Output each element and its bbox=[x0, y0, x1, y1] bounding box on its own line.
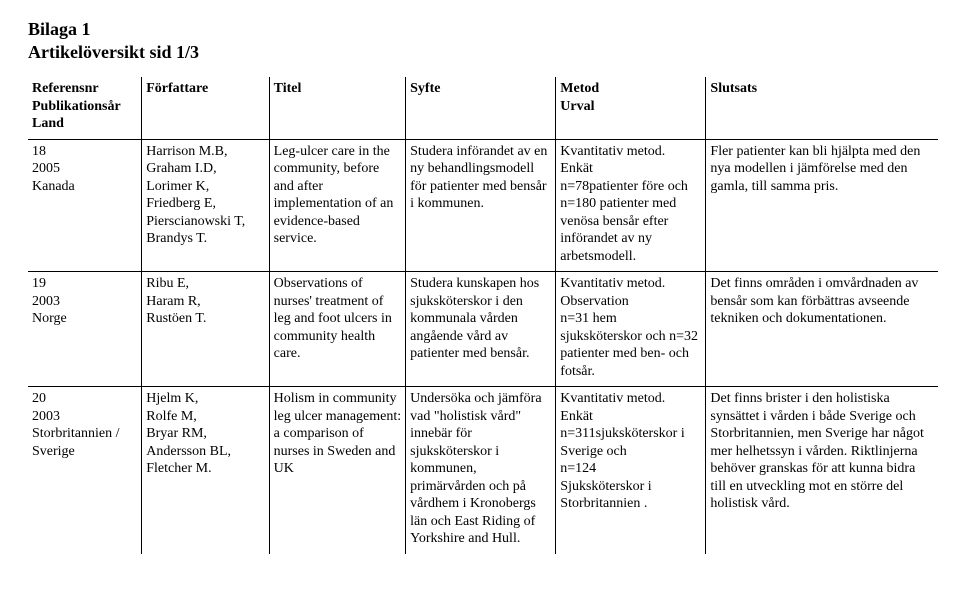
appendix-heading-line1: Bilaga 1 bbox=[28, 18, 938, 41]
cell-conclusion: Det finns områden i omvårdnaden av benså… bbox=[706, 272, 938, 387]
cell-conclusion: Fler patienter kan bli hjälpta med den n… bbox=[706, 139, 938, 272]
cell-title: Leg-ulcer care in the community, before … bbox=[269, 139, 406, 272]
cell-authors: Ribu E, Haram R, Rustöen T. bbox=[142, 272, 269, 387]
cell-ref: 19 2003 Norge bbox=[28, 272, 142, 387]
cell-purpose: Studera kunskapen hos sjuksköterskor i d… bbox=[406, 272, 556, 387]
col-header-title: Titel bbox=[269, 77, 406, 139]
cell-purpose: Studera införandet av en ny behandlingsm… bbox=[406, 139, 556, 272]
col-header-ref: Referensnr Publikationsår Land bbox=[28, 77, 142, 139]
cell-ref: 20 2003 Storbritannien / Sverige bbox=[28, 387, 142, 554]
article-overview-table: Referensnr Publikationsår Land Författar… bbox=[28, 77, 938, 554]
cell-authors: Hjelm K, Rolfe M, Bryar RM, Andersson BL… bbox=[142, 387, 269, 554]
col-header-purpose: Syfte bbox=[406, 77, 556, 139]
cell-method: Kvantitativ metod. Enkät n=311sjuksköter… bbox=[556, 387, 706, 554]
col-header-conclusion: Slutsats bbox=[706, 77, 938, 139]
cell-ref: 18 2005 Kanada bbox=[28, 139, 142, 272]
cell-title: Observations of nurses' treatment of leg… bbox=[269, 272, 406, 387]
table-row: 18 2005 Kanada Harrison M.B, Graham I.D,… bbox=[28, 139, 938, 272]
cell-conclusion: Det finns brister i den holistiska synsä… bbox=[706, 387, 938, 554]
col-header-method: Metod Urval bbox=[556, 77, 706, 139]
col-header-authors: Författare bbox=[142, 77, 269, 139]
cell-method: Kvantitativ metod. Enkät n=78patienter f… bbox=[556, 139, 706, 272]
document-page: Bilaga 1 Artikelöversikt sid 1/3 Referen… bbox=[0, 0, 960, 572]
cell-method: Kvantitativ metod. Observation n=31 hem … bbox=[556, 272, 706, 387]
cell-authors: Harrison M.B, Graham I.D, Lorimer K, Fri… bbox=[142, 139, 269, 272]
table-row: 19 2003 Norge Ribu E, Haram R, Rustöen T… bbox=[28, 272, 938, 387]
cell-purpose: Undersöka och jämföra vad "holistisk vår… bbox=[406, 387, 556, 554]
table-header-row: Referensnr Publikationsår Land Författar… bbox=[28, 77, 938, 139]
appendix-heading-line2: Artikelöversikt sid 1/3 bbox=[28, 41, 938, 64]
table-row: 20 2003 Storbritannien / Sverige Hjelm K… bbox=[28, 387, 938, 554]
cell-title: Holism in community leg ulcer management… bbox=[269, 387, 406, 554]
